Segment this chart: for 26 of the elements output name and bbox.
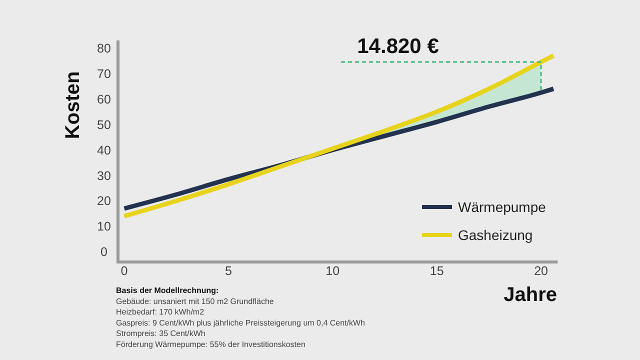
y-axis-title: Kosten bbox=[62, 71, 84, 140]
text: Förderung Wärmepumpe: 55% der Investitionskosten bbox=[116, 340, 306, 349]
y-tick-label: 30 bbox=[97, 168, 111, 183]
x-tick-label: 10 bbox=[326, 264, 340, 278]
y-tick-label: 0 bbox=[100, 245, 108, 260]
legend-label: Gasheizung bbox=[458, 227, 533, 243]
x-tick-label: 5 bbox=[224, 264, 232, 278]
annotation: 14.820 € bbox=[357, 35, 440, 58]
y-tick-label: 10 bbox=[97, 220, 111, 234]
y-tick-label: 80 bbox=[97, 41, 111, 56]
text: Heizbedarf: 170 kWh/m2 bbox=[116, 308, 205, 317]
y-tick-label: 60 bbox=[97, 92, 111, 106]
text: Gaspreis: 9 Cent/kWh plus jährliche Preissteigerung um 0,4 Cent/kWh bbox=[116, 318, 365, 328]
x-tick-label: 0 bbox=[120, 264, 128, 278]
y-tick-label: 50 bbox=[97, 118, 111, 132]
text: Basis der Modellrechnung: bbox=[116, 286, 219, 295]
y-tick-label: 70 bbox=[97, 66, 111, 81]
line-series bbox=[122, 53, 556, 218]
x-axis-title: Jahre bbox=[504, 284, 557, 306]
legend-label: Wärmepumpe bbox=[458, 199, 546, 215]
x-tick-label: 15 bbox=[430, 264, 444, 278]
x-tick-label: 20 bbox=[534, 264, 548, 278]
y-tick-label: 40 bbox=[97, 143, 111, 158]
y-tick-label: 20 bbox=[97, 194, 111, 208]
text: Gebäude: unsaniert mit 150 m2 Grundfläche bbox=[116, 296, 274, 306]
text: Strompreis: 35 Cent/kWh bbox=[116, 329, 206, 338]
